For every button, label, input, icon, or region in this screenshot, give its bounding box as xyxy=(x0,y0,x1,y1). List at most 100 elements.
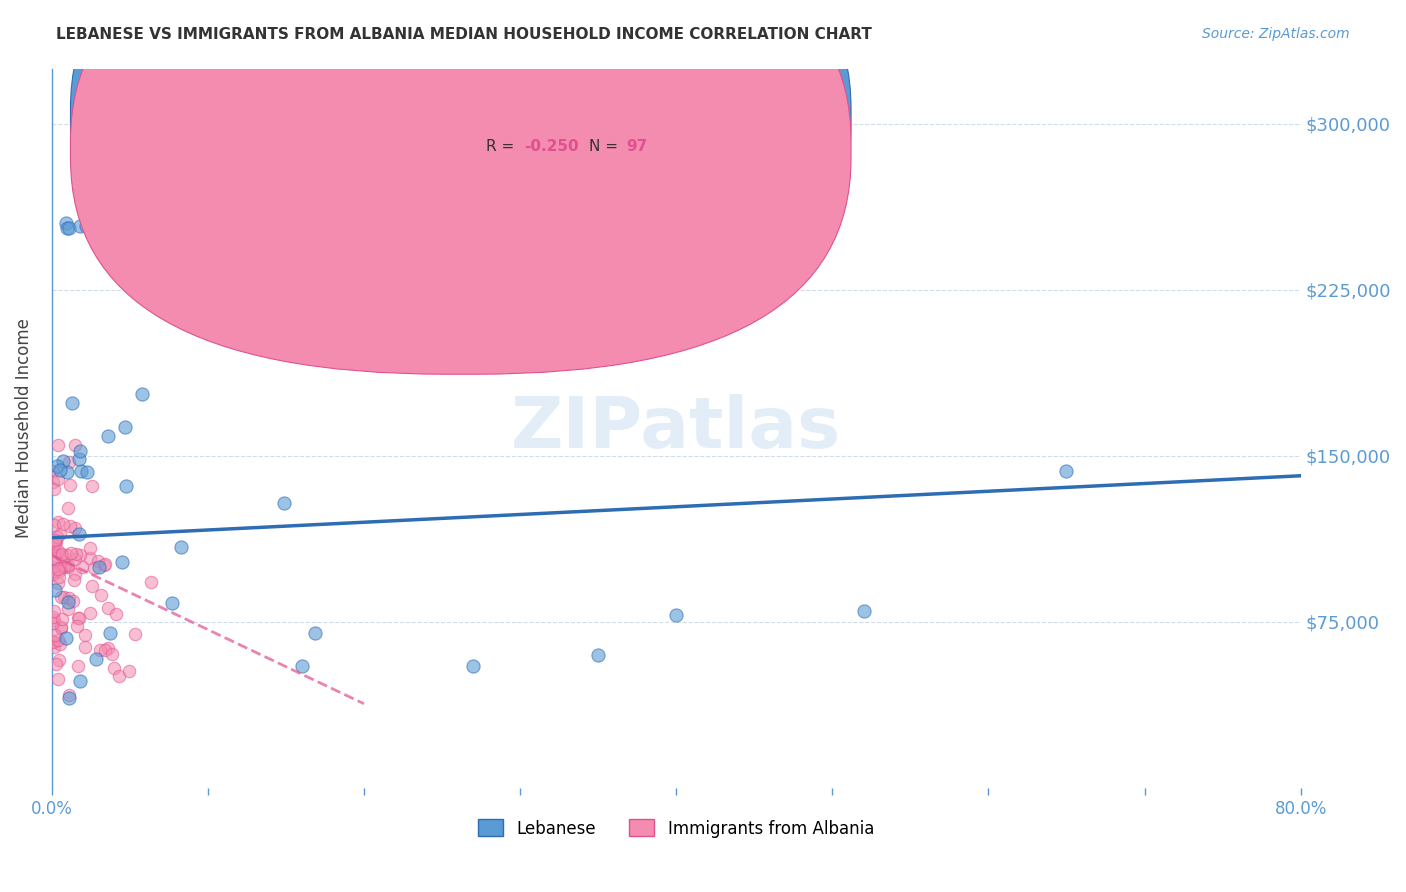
Point xyxy=(69,219,91,233)
Point xyxy=(67,527,90,541)
FancyBboxPatch shape xyxy=(426,83,725,191)
Point xyxy=(103,661,125,675)
Point xyxy=(90,589,112,603)
Point xyxy=(56,465,79,479)
Point xyxy=(46,516,69,530)
Point xyxy=(41,567,63,582)
Point xyxy=(48,559,70,574)
Point xyxy=(51,612,73,626)
Point xyxy=(48,561,70,575)
Point xyxy=(97,601,120,615)
Point xyxy=(75,219,97,233)
Point xyxy=(60,395,83,409)
Point xyxy=(63,438,86,452)
Point xyxy=(53,590,76,604)
Point xyxy=(41,634,63,648)
Point xyxy=(124,626,146,640)
Point xyxy=(45,657,67,671)
Point xyxy=(56,558,79,572)
Point xyxy=(56,548,79,562)
Y-axis label: Median Household Income: Median Household Income xyxy=(15,318,32,538)
Point xyxy=(65,521,87,535)
Point xyxy=(96,640,118,655)
Point xyxy=(67,611,90,625)
Point xyxy=(56,220,79,235)
Point xyxy=(46,562,69,576)
Text: R =: R = xyxy=(486,139,519,153)
Point xyxy=(52,453,75,467)
Point xyxy=(463,659,485,673)
Point xyxy=(51,620,73,634)
Point xyxy=(58,220,80,235)
Point xyxy=(80,479,103,493)
Point xyxy=(42,464,65,478)
Legend: Lebanese, Immigrants from Albania: Lebanese, Immigrants from Albania xyxy=(471,813,882,844)
Point xyxy=(586,648,609,662)
Point xyxy=(46,438,69,452)
Point xyxy=(46,672,69,686)
Point xyxy=(59,478,82,492)
Point xyxy=(44,583,66,598)
Point xyxy=(65,547,87,561)
Point xyxy=(94,643,117,657)
Point xyxy=(160,596,183,610)
Point xyxy=(58,691,80,706)
Point xyxy=(304,626,326,640)
Point xyxy=(101,647,124,661)
Point xyxy=(53,558,76,572)
Point xyxy=(65,552,87,566)
Text: N =: N = xyxy=(579,108,613,123)
Point xyxy=(62,594,84,608)
Point xyxy=(105,607,128,621)
Point xyxy=(46,459,69,474)
Point xyxy=(56,595,79,609)
Point xyxy=(117,664,139,678)
Point xyxy=(80,579,103,593)
Point xyxy=(131,387,153,401)
Text: R =: R = xyxy=(486,108,519,123)
Point xyxy=(114,479,136,493)
Point xyxy=(852,604,875,618)
Point xyxy=(98,625,121,640)
Point xyxy=(93,558,115,572)
Point xyxy=(75,640,97,654)
Point xyxy=(76,465,98,479)
Point xyxy=(73,627,96,641)
Point xyxy=(44,640,66,654)
Point xyxy=(66,658,89,673)
Point xyxy=(41,635,63,649)
FancyBboxPatch shape xyxy=(70,0,851,342)
FancyBboxPatch shape xyxy=(70,0,851,375)
Point xyxy=(69,548,91,562)
Point xyxy=(53,560,76,574)
Point xyxy=(66,619,89,633)
Point xyxy=(65,567,87,582)
Point xyxy=(84,652,107,666)
Point xyxy=(79,606,101,620)
Point xyxy=(41,540,63,554)
Point xyxy=(45,530,67,544)
Text: ZIPatlas: ZIPatlas xyxy=(512,393,841,463)
Point xyxy=(58,591,80,605)
Point xyxy=(69,674,91,689)
Point xyxy=(139,575,162,590)
Point xyxy=(79,551,101,566)
Point xyxy=(44,536,66,550)
Point xyxy=(46,544,69,558)
Point xyxy=(42,517,65,532)
Point xyxy=(42,475,65,490)
Point xyxy=(58,500,80,515)
Point xyxy=(44,627,66,641)
Point xyxy=(59,518,82,533)
Point xyxy=(51,549,73,564)
Point xyxy=(94,557,117,571)
Point xyxy=(89,643,111,657)
Point xyxy=(83,560,105,574)
Point xyxy=(58,688,80,702)
Point xyxy=(44,550,66,565)
Point xyxy=(69,443,91,458)
Point xyxy=(42,605,65,619)
Point xyxy=(111,555,134,569)
Point xyxy=(87,554,110,568)
Point xyxy=(290,659,312,673)
